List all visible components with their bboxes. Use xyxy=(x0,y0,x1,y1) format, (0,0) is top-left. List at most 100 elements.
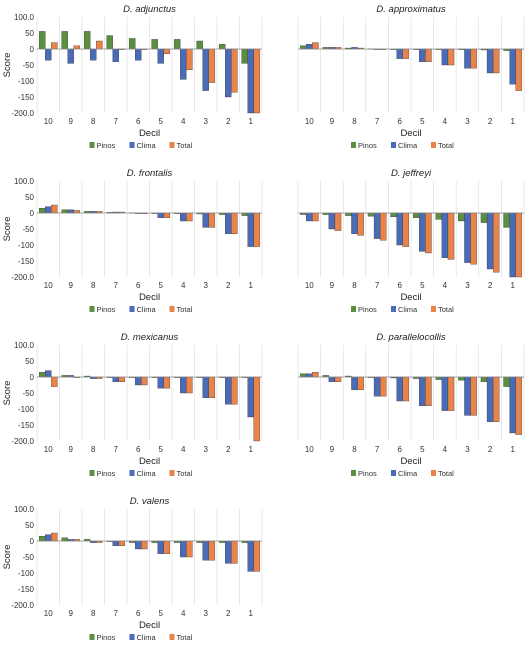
y-axis-label: Score xyxy=(2,53,13,78)
bar-clima-decil-6 xyxy=(396,48,403,59)
x-tick-label: 10 xyxy=(305,281,314,290)
bar-pinos-decil-10 xyxy=(38,372,46,378)
x-tick-label: 8 xyxy=(91,117,96,126)
chart-panel-5: D. mexicanus 100.0 50 0 -50 -100 -150 -200.0 10 9… xyxy=(2,332,263,478)
y-tick-label: 0 xyxy=(30,537,35,546)
bar-clima-decil-3 xyxy=(464,48,471,69)
legend-swatch-total xyxy=(431,142,436,148)
bar-clima-decil-6 xyxy=(135,376,142,386)
x-tick-label: 7 xyxy=(375,117,380,126)
y-axis-label: Score xyxy=(2,381,13,406)
bar-pinos-decil-2 xyxy=(480,376,488,382)
bar-total-decil-9 xyxy=(73,45,81,50)
bar-clima-decil-8 xyxy=(351,212,358,234)
legend-swatch-clima xyxy=(391,142,396,148)
legend-swatch-pinos xyxy=(89,306,95,312)
x-tick-label: 4 xyxy=(181,445,186,454)
x-tick-label: 2 xyxy=(226,609,231,618)
bar-total-decil-9 xyxy=(334,376,342,382)
legend-swatch-clima xyxy=(391,470,396,476)
bar-clima-decil-6 xyxy=(135,540,142,550)
x-tick-label: 4 xyxy=(181,281,186,290)
bar-clima-decil-4 xyxy=(441,48,449,66)
y-tick-label: 100.0 xyxy=(14,13,35,22)
bar-clima-decil-5 xyxy=(419,48,426,62)
x-tick-label: 5 xyxy=(159,281,164,290)
bar-total-decil-2 xyxy=(231,540,238,564)
y-tick-label: -200.0 xyxy=(11,273,34,282)
bar-pinos-decil-9 xyxy=(61,209,68,214)
bar-clima-decil-7 xyxy=(112,540,119,546)
legend-label-total: Total xyxy=(177,141,193,150)
y-tick-label: -100 xyxy=(18,405,35,414)
legend-label-pinos: Pinos xyxy=(358,469,377,478)
bar-pinos-decil-3 xyxy=(458,212,465,222)
x-tick-label: 9 xyxy=(69,281,74,290)
bar-clima-decil-4 xyxy=(180,48,187,80)
x-tick-label: 4 xyxy=(181,609,186,618)
bar-total-decil-4 xyxy=(447,212,455,260)
bar-clima-decil-9 xyxy=(328,212,336,230)
bar-pinos-decil-10 xyxy=(299,45,307,50)
bar-total-decil-5 xyxy=(425,376,432,406)
bar-total-decil-3 xyxy=(470,376,477,416)
x-axis-label: Decil xyxy=(139,456,160,467)
bar-clima-decil-10 xyxy=(306,373,313,378)
x-tick-label: 1 xyxy=(249,117,254,126)
x-axis-label: Decil xyxy=(139,128,160,139)
x-tick-label: 6 xyxy=(136,445,141,454)
bar-clima-decil-1 xyxy=(247,540,254,572)
bar-clima-decil-8 xyxy=(90,48,97,61)
bar-clima-decil-4 xyxy=(180,376,187,394)
chart-title: D. frontalis xyxy=(127,168,173,179)
x-tick-label: 10 xyxy=(44,445,53,454)
y-tick-label: -100 xyxy=(18,241,35,250)
bar-clima-decil-10 xyxy=(45,48,52,61)
legend-label-pinos: Pinos xyxy=(97,469,116,478)
bar-clima-decil-7 xyxy=(112,376,119,382)
bar-clima-decil-2 xyxy=(486,212,494,270)
legend-label-pinos: Pinos xyxy=(97,305,116,314)
chart-panel-2: D. approximatus 10 9 8 7 6 5 4 3 2 1 Decil Pinos Clim… xyxy=(297,4,525,150)
x-tick-label: 7 xyxy=(114,281,119,290)
bar-total-decil-10 xyxy=(51,204,58,214)
bar-pinos-decil-6 xyxy=(128,38,136,50)
x-tick-label: 8 xyxy=(352,445,357,454)
bar-total-decil-9 xyxy=(334,212,342,231)
chart-panel-1: D. adjunctus 100.0 50 0 -50 -100 -150 -200.0 10 9… xyxy=(2,4,263,150)
bar-total-decil-2 xyxy=(492,48,500,74)
bar-pinos-decil-10 xyxy=(38,536,46,542)
bar-pinos-decil-3 xyxy=(196,40,203,50)
bar-pinos-decil-10 xyxy=(299,373,307,378)
bar-pinos-decil-4 xyxy=(173,39,181,50)
bar-total-decil-3 xyxy=(470,48,477,69)
x-axis-label: Decil xyxy=(139,620,160,631)
x-tick-label: 7 xyxy=(114,117,119,126)
x-tick-label: 3 xyxy=(465,117,470,126)
bar-total-decil-5 xyxy=(163,376,171,389)
y-tick-label: -50 xyxy=(22,389,34,398)
x-tick-label: 8 xyxy=(91,445,96,454)
x-tick-label: 8 xyxy=(352,281,357,290)
bar-clima-decil-1 xyxy=(247,376,254,418)
bar-clima-decil-3 xyxy=(202,376,209,398)
bar-total-decil-2 xyxy=(492,212,500,273)
bar-total-decil-10 xyxy=(312,212,319,222)
bar-total-decil-7 xyxy=(118,376,126,382)
y-tick-label: -200.0 xyxy=(11,601,34,610)
x-tick-label: 10 xyxy=(305,117,314,126)
legend-swatch-clima xyxy=(129,634,135,640)
bar-clima-decil-2 xyxy=(225,212,232,234)
bar-clima-decil-3 xyxy=(464,376,471,416)
legend-swatch-pinos xyxy=(351,142,356,148)
bar-total-decil-8 xyxy=(357,376,364,390)
x-tick-label: 9 xyxy=(69,117,74,126)
bar-clima-decil-4 xyxy=(180,540,187,558)
x-tick-label: 1 xyxy=(510,281,515,290)
legend-swatch-pinos xyxy=(89,634,95,640)
chart-panel-3: D. frontalis 100.0 50 0 -50 -100 -150 -200.0 10 9… xyxy=(2,168,263,314)
legend-label-pinos: Pinos xyxy=(97,633,116,642)
legend-label-pinos: Pinos xyxy=(358,141,377,150)
x-tick-label: 10 xyxy=(44,117,53,126)
legend-swatch-clima xyxy=(129,306,135,312)
